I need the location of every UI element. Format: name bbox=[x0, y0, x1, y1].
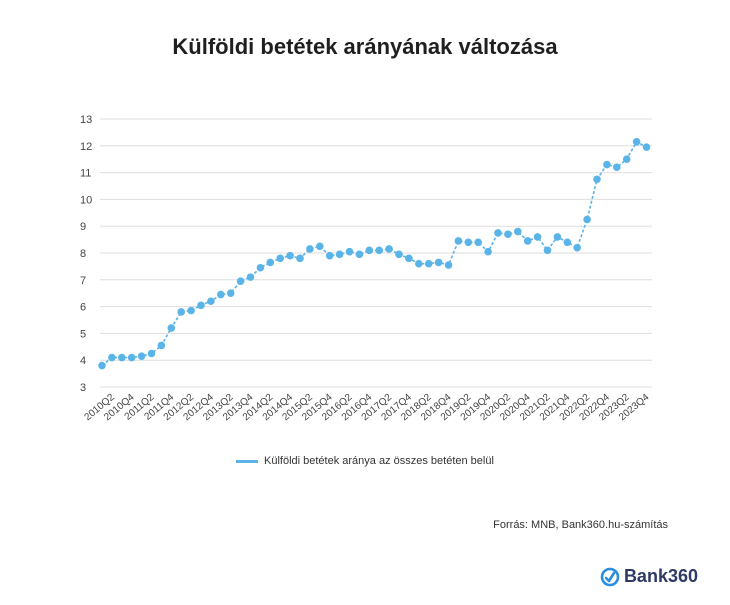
data-point bbox=[583, 215, 591, 224]
y-tick-label: 5 bbox=[80, 328, 86, 340]
data-point bbox=[137, 352, 146, 360]
data-point bbox=[573, 243, 581, 252]
data-point bbox=[405, 254, 413, 263]
data-point bbox=[385, 245, 393, 253]
data-point bbox=[167, 324, 176, 332]
data-point bbox=[365, 246, 374, 255]
data-point bbox=[533, 233, 542, 241]
y-tick-label: 6 bbox=[80, 302, 86, 314]
data-point bbox=[474, 238, 483, 247]
source-note: Forrás: MNB, Bank360.hu-számítás bbox=[493, 519, 668, 531]
y-tick-label: 3 bbox=[80, 382, 86, 394]
data-point bbox=[642, 143, 651, 151]
data-point bbox=[613, 163, 621, 172]
data-point bbox=[632, 137, 641, 146]
brand-logo: Bank360 bbox=[600, 566, 698, 587]
y-tick-label: 9 bbox=[80, 221, 86, 233]
bank360-logo-icon bbox=[600, 567, 620, 586]
legend-swatch bbox=[236, 459, 258, 463]
y-tick-label: 10 bbox=[80, 194, 92, 206]
gridlines bbox=[100, 118, 652, 388]
data-point bbox=[444, 261, 453, 269]
data-point bbox=[504, 230, 512, 239]
data-point bbox=[118, 353, 126, 362]
data-point bbox=[217, 290, 225, 299]
data-point bbox=[266, 258, 275, 267]
data-point bbox=[593, 175, 601, 184]
data-point bbox=[226, 289, 235, 298]
legend-label: Külföldi betétek aránya az összes betéte… bbox=[264, 455, 494, 467]
data-point bbox=[563, 238, 572, 247]
data-point bbox=[335, 250, 344, 259]
y-axis-ticks: 3 4 5 6 7 8 9 10 11 12 13 bbox=[80, 114, 92, 394]
data-point bbox=[286, 251, 294, 260]
data-point bbox=[296, 254, 304, 263]
y-tick-label: 8 bbox=[80, 248, 86, 260]
data-point bbox=[395, 250, 403, 259]
data-point bbox=[197, 301, 205, 310]
data-point bbox=[523, 237, 532, 245]
data-point bbox=[147, 349, 156, 358]
data-point bbox=[415, 259, 423, 268]
data-point bbox=[256, 263, 265, 272]
data-point bbox=[543, 246, 552, 255]
data-point bbox=[98, 361, 106, 370]
y-tick-label: 4 bbox=[80, 355, 86, 367]
x-axis-ticks: 2010Q22010Q42011Q22011Q42012Q22012Q42013… bbox=[82, 392, 651, 424]
series-line bbox=[101, 140, 647, 367]
legend: Külföldi betétek aránya az összes betéte… bbox=[236, 455, 494, 467]
y-tick-label: 12 bbox=[80, 141, 92, 153]
data-point bbox=[603, 160, 611, 169]
data-point bbox=[236, 277, 245, 285]
data-point bbox=[207, 297, 215, 306]
data-point bbox=[325, 251, 334, 260]
data-point bbox=[246, 273, 255, 281]
data-point bbox=[316, 242, 324, 251]
data-point bbox=[514, 227, 522, 236]
data-point bbox=[108, 353, 116, 362]
data-point bbox=[355, 250, 364, 259]
data-point bbox=[276, 254, 285, 263]
brand-name: Bank360 bbox=[623, 566, 698, 586]
data-point bbox=[484, 247, 492, 256]
y-tick-label: 13 bbox=[80, 114, 92, 126]
data-point bbox=[127, 353, 136, 362]
y-tick-label: 7 bbox=[80, 275, 86, 287]
data-point bbox=[345, 247, 354, 256]
data-point bbox=[553, 233, 562, 241]
data-point bbox=[306, 245, 314, 253]
data-point bbox=[494, 229, 502, 237]
data-point bbox=[622, 155, 631, 163]
series-layer bbox=[98, 137, 651, 370]
y-tick-label: 11 bbox=[80, 168, 91, 180]
chart-title: Külföldi betétek arányának változása bbox=[172, 34, 558, 59]
data-point bbox=[434, 258, 443, 267]
data-point bbox=[375, 246, 384, 255]
data-point bbox=[187, 306, 195, 315]
data-point bbox=[157, 341, 166, 350]
data-point bbox=[454, 237, 463, 245]
data-point bbox=[177, 308, 185, 316]
data-point bbox=[464, 238, 473, 247]
data-point bbox=[424, 259, 433, 268]
